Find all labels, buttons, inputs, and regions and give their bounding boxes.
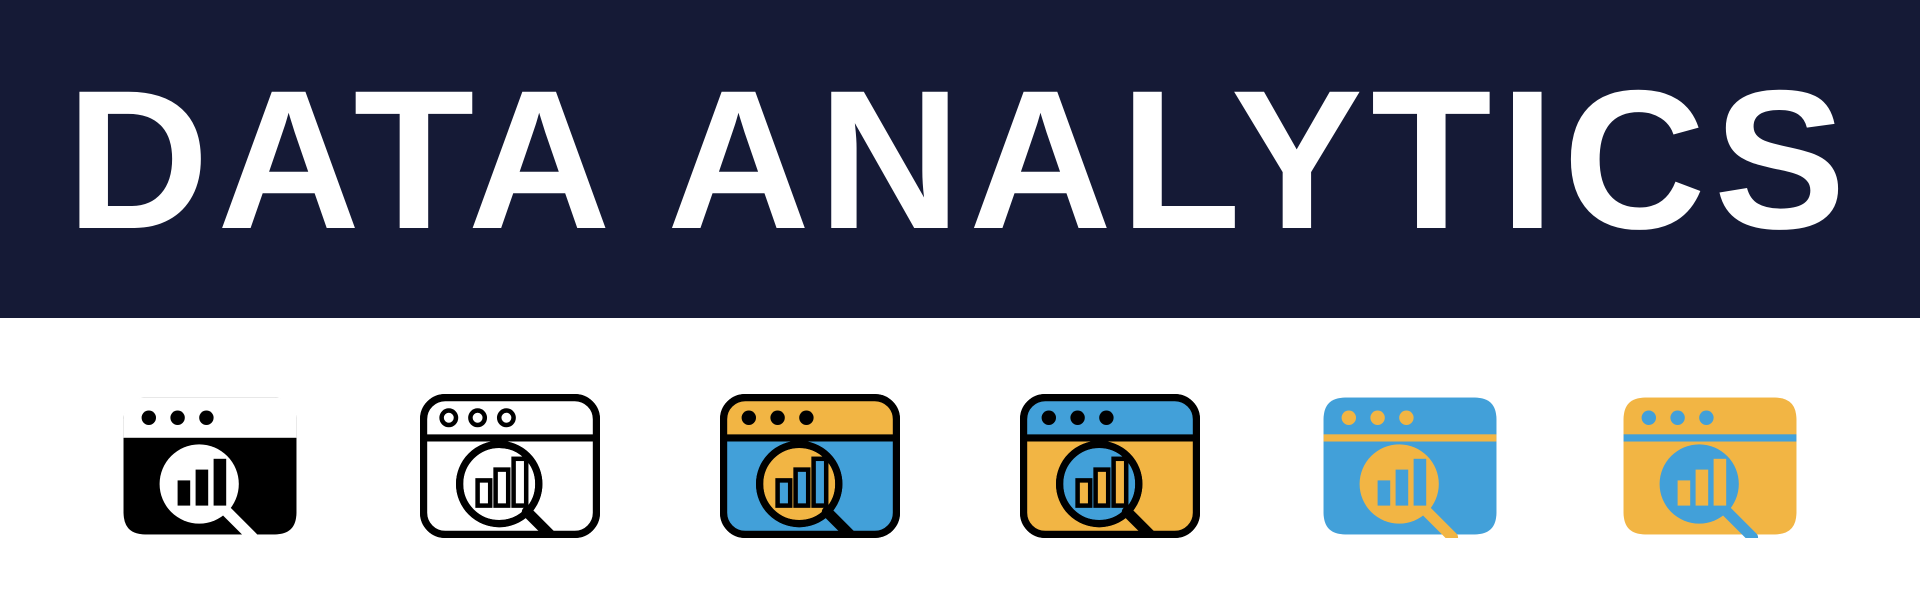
analytics-icon-outline [420,394,600,538]
analytics-icon-flat-blue [1320,394,1500,538]
title-banner: DATA ANALYTICS [0,0,1920,318]
analytics-icon-orange-header-blue-body [720,394,900,538]
analytics-icon-blue-header-orange-body [1020,394,1200,538]
analytics-icon-solid-black [120,394,300,538]
analytics-icon-flat-orange [1620,394,1800,538]
icon-variants-row [0,318,1920,614]
banner-title: DATA ANALYTICS [66,46,1854,273]
